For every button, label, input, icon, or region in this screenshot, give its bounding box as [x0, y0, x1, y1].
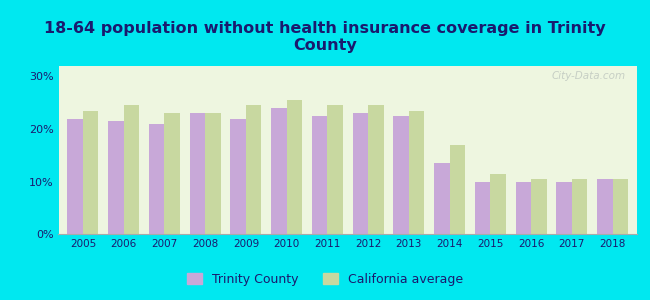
- Bar: [393, 116, 409, 234]
- Bar: [368, 105, 384, 234]
- Bar: [328, 105, 343, 234]
- Bar: [230, 118, 246, 234]
- Text: City-Data.com: City-Data.com: [551, 71, 625, 81]
- Bar: [515, 182, 531, 234]
- Bar: [312, 116, 328, 234]
- Bar: [612, 179, 628, 234]
- Bar: [475, 182, 490, 234]
- Bar: [353, 113, 368, 234]
- Bar: [205, 113, 220, 234]
- Bar: [190, 113, 205, 234]
- Bar: [450, 145, 465, 234]
- Bar: [287, 100, 302, 234]
- Text: 18-64 population without health insurance coverage in Trinity
County: 18-64 population without health insuranc…: [44, 21, 606, 53]
- Legend: Trinity County, California average: Trinity County, California average: [182, 268, 468, 291]
- Bar: [246, 105, 261, 234]
- Bar: [531, 179, 547, 234]
- Bar: [124, 105, 139, 234]
- Bar: [490, 174, 506, 234]
- Bar: [271, 108, 287, 234]
- Bar: [409, 111, 424, 234]
- Bar: [556, 182, 572, 234]
- Bar: [572, 179, 588, 234]
- Bar: [597, 179, 612, 234]
- Bar: [108, 121, 124, 234]
- Bar: [83, 111, 98, 234]
- Bar: [164, 113, 180, 234]
- Bar: [68, 118, 83, 234]
- Bar: [149, 124, 164, 234]
- Bar: [434, 163, 450, 234]
